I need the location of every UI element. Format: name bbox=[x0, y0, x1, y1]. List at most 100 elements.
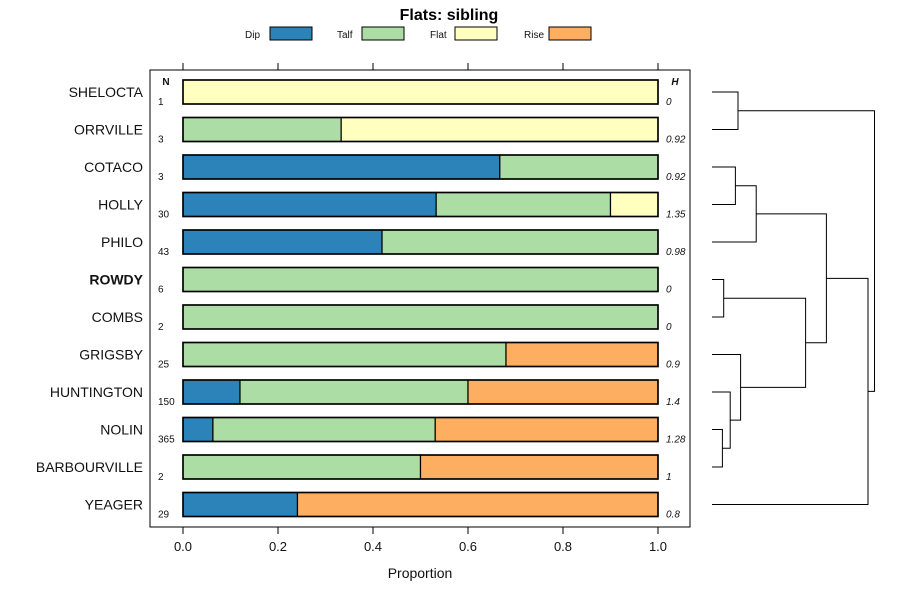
bar-segment-talf bbox=[212, 416, 436, 443]
chart-title: Flats: sibling bbox=[400, 7, 499, 24]
legend: Dip Talf Flat Rise bbox=[245, 26, 592, 41]
category-label: SHELOCTA bbox=[69, 84, 144, 100]
h-value: 1 bbox=[666, 472, 672, 483]
bar-outline bbox=[182, 491, 659, 518]
h-value: 0.8 bbox=[666, 510, 680, 521]
bar-segment-rise bbox=[434, 416, 659, 443]
h-value: 0.92 bbox=[666, 172, 686, 183]
dendrogram-link bbox=[756, 213, 827, 344]
bar-segment-dip bbox=[182, 379, 241, 405]
bar-row-grigsby bbox=[182, 341, 659, 368]
h-value: 1.4 bbox=[666, 397, 680, 408]
h-value: 0.92 bbox=[666, 135, 686, 146]
category-label: YEAGER bbox=[85, 497, 143, 513]
n-value: 43 bbox=[158, 247, 170, 258]
legend-label: Rise bbox=[524, 30, 544, 41]
bar-segment-talf bbox=[435, 191, 612, 218]
bar-row-holly bbox=[182, 191, 659, 218]
category-label: COTACO bbox=[84, 159, 143, 175]
legend-label: Flat bbox=[430, 30, 447, 41]
h-column-header: H bbox=[671, 77, 679, 88]
bar-segment-rise bbox=[467, 379, 659, 405]
h-value: 1.35 bbox=[666, 210, 686, 221]
h-labels: 0 0.92 0.92 1.35 0.98 0 0 0.9 1.4 1.28 1 0.8 bbox=[666, 97, 686, 521]
bar-outline bbox=[182, 379, 659, 405]
n-column-header: N bbox=[162, 77, 169, 88]
h-value: 0 bbox=[666, 322, 672, 333]
category-labels: SHELOCTA ORRVILLE COTACO HOLLY PHILO ROWDY COM… bbox=[36, 84, 144, 513]
bar-segment-talf bbox=[182, 116, 342, 143]
bar-segment-talf bbox=[182, 454, 422, 480]
legend-item-rise: Rise bbox=[524, 26, 592, 41]
bar-segment-rise bbox=[419, 454, 659, 480]
n-value: 25 bbox=[158, 360, 170, 371]
h-value: 0 bbox=[666, 97, 672, 108]
h-value: 0.98 bbox=[666, 247, 686, 258]
bar-outline bbox=[182, 304, 659, 330]
bar-outline bbox=[182, 116, 659, 143]
n-value: 365 bbox=[158, 435, 175, 446]
n-value: 2 bbox=[158, 322, 164, 333]
dendrogram-link bbox=[712, 391, 731, 449]
bar-outline bbox=[182, 229, 659, 255]
bar-segment-rise bbox=[296, 491, 659, 518]
dendrogram-link bbox=[712, 429, 723, 468]
category-label: NOLIN bbox=[100, 422, 143, 438]
dendrogram-link bbox=[712, 185, 757, 243]
h-value: 0.9 bbox=[666, 360, 680, 371]
bar-outline bbox=[182, 416, 659, 443]
bar-segment-flat bbox=[182, 79, 659, 105]
x-tick-label: 0.4 bbox=[364, 539, 382, 554]
legend-item-dip: Dip bbox=[245, 26, 313, 41]
bar-outline bbox=[182, 154, 659, 180]
dendrogram-link bbox=[723, 297, 807, 388]
n-value: 150 bbox=[158, 397, 175, 408]
bar-row-yeager bbox=[182, 491, 659, 518]
x-tick-label: 0.0 bbox=[174, 539, 192, 554]
dendrogram-link bbox=[712, 354, 742, 421]
category-label: PHILO bbox=[101, 234, 143, 250]
legend-item-talf: Talf bbox=[337, 26, 405, 41]
bar-row-shelocta bbox=[182, 79, 659, 105]
bar-outline bbox=[182, 79, 659, 105]
bar-segment-talf bbox=[182, 304, 659, 330]
bar-row-huntington bbox=[182, 379, 659, 405]
bar-segment-dip bbox=[182, 491, 299, 518]
category-label: ORRVILLE bbox=[74, 122, 143, 138]
legend-swatch bbox=[361, 26, 405, 41]
category-label: COMBS bbox=[92, 309, 143, 325]
bar-row-nolin bbox=[182, 416, 659, 443]
legend-swatch bbox=[269, 26, 313, 41]
n-labels: 1 3 3 30 43 6 2 25 150 365 2 29 bbox=[158, 97, 175, 521]
category-label: HUNTINGTON bbox=[50, 384, 143, 400]
x-tick-label: 0.8 bbox=[554, 539, 572, 554]
h-value: 0 bbox=[666, 285, 672, 296]
bar-segment-talf bbox=[182, 341, 507, 368]
category-label: HOLLY bbox=[98, 197, 144, 213]
bar-row-rowdy bbox=[182, 266, 659, 293]
legend-swatch bbox=[454, 26, 498, 41]
bar-segment-rise bbox=[505, 341, 659, 368]
x-axis-label: Proportion bbox=[388, 565, 453, 581]
top-axis-ticks bbox=[182, 63, 659, 70]
plot-panel bbox=[149, 69, 691, 528]
bar-segment-flat bbox=[609, 191, 659, 218]
category-label: ROWDY bbox=[89, 272, 143, 288]
dendrogram bbox=[712, 91, 875, 505]
dendrogram-link bbox=[712, 277, 869, 505]
bar-segment-dip bbox=[182, 191, 437, 218]
dendrogram-link bbox=[712, 166, 736, 205]
bar-rows bbox=[182, 79, 659, 518]
bar-segment-dip bbox=[182, 416, 214, 443]
h-value: 1.28 bbox=[666, 435, 686, 446]
category-label: GRIGSBY bbox=[79, 347, 143, 363]
x-tick-label: 1.0 bbox=[649, 539, 667, 554]
n-value: 6 bbox=[158, 285, 164, 296]
bar-segment-talf bbox=[381, 229, 659, 255]
bottom-axis: 0.0 0.2 0.4 0.6 0.8 1.0 bbox=[174, 527, 667, 554]
bar-segment-dip bbox=[182, 229, 383, 255]
bar-row-philo bbox=[182, 229, 659, 255]
bar-segment-dip bbox=[182, 154, 501, 180]
bar-segment-flat bbox=[340, 116, 659, 143]
